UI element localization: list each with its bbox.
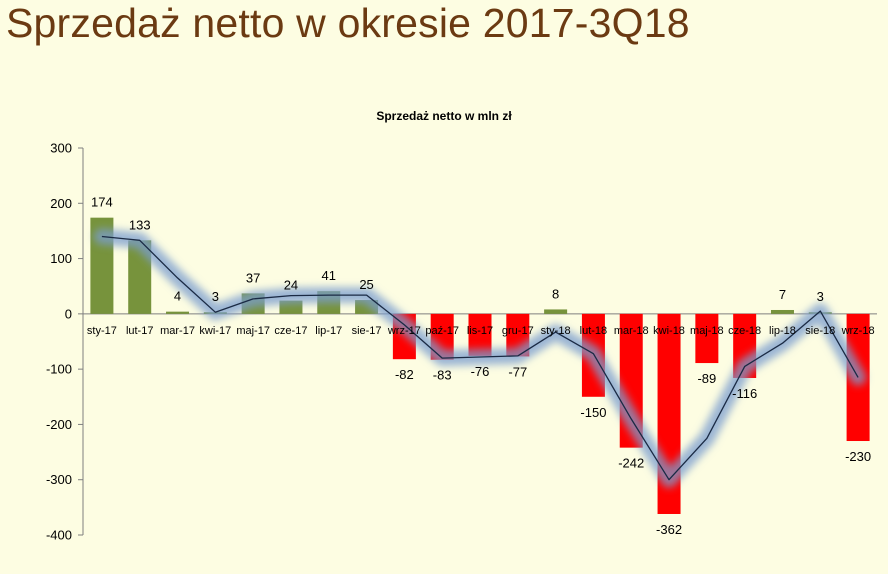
data-label-kwi-17: 3 bbox=[212, 289, 219, 304]
data-label-lip-17: 41 bbox=[322, 268, 336, 283]
category-label-sty-18: sty-18 bbox=[541, 325, 571, 337]
category-label-maj-17: maj-17 bbox=[236, 325, 270, 337]
trend-line-glow bbox=[93, 228, 867, 488]
data-label-mar-18: -242 bbox=[618, 456, 644, 471]
data-label-gru-17: -77 bbox=[508, 364, 527, 379]
category-label-lis-17: lis-17 bbox=[467, 325, 493, 337]
category-label-gru-17: gru-17 bbox=[502, 325, 534, 337]
data-label-kwi-18: -362 bbox=[656, 522, 682, 537]
page-title: Sprzedaż netto w okresie 2017-3Q18 bbox=[6, 0, 690, 46]
category-label-kwi-17: kwi-17 bbox=[199, 325, 231, 337]
trend-line bbox=[101, 235, 859, 481]
data-label-lut-18: -150 bbox=[580, 405, 606, 420]
category-label-sty-17: sty-17 bbox=[87, 325, 117, 337]
category-label-mar-18: mar-18 bbox=[614, 325, 649, 337]
category-label-cze-18: cze-18 bbox=[728, 325, 761, 337]
data-label-lis-17: -76 bbox=[471, 364, 490, 379]
data-label-sty-17: 174 bbox=[91, 195, 113, 210]
y-tick-label: -200 bbox=[46, 417, 72, 432]
bar-lis-17 bbox=[468, 313, 492, 356]
data-label-sie-18: 3 bbox=[817, 289, 824, 304]
data-label-maj-18: -89 bbox=[697, 371, 716, 386]
chart-title: Sprzedaż netto w mln zł bbox=[376, 109, 512, 123]
data-label-sie-17: 25 bbox=[359, 277, 373, 292]
data-label-wrz-17: -82 bbox=[395, 367, 414, 382]
category-label-lut-18: lut-18 bbox=[580, 325, 608, 337]
category-label-paź-17: paź-17 bbox=[425, 325, 459, 337]
data-label-lut-17: 133 bbox=[129, 217, 151, 232]
bar-mar-17 bbox=[166, 311, 190, 314]
data-label-paź-17: -83 bbox=[433, 368, 452, 383]
category-label-kwi-18: kwi-18 bbox=[653, 325, 685, 337]
data-label-cze-18: -116 bbox=[732, 386, 757, 401]
bar-lut-17 bbox=[128, 240, 152, 314]
category-label-mar-17: mar-17 bbox=[160, 325, 195, 337]
category-label-lip-17: lip-17 bbox=[315, 325, 342, 337]
bar-sty-18 bbox=[544, 309, 568, 314]
data-label-cze-17: 24 bbox=[284, 278, 298, 293]
data-label-lip-18: 7 bbox=[779, 287, 786, 302]
y-tick-label: -300 bbox=[46, 472, 72, 487]
y-tick-label: 200 bbox=[50, 196, 72, 211]
category-label-lut-17: lut-17 bbox=[126, 325, 154, 337]
data-label-wrz-18: -230 bbox=[845, 449, 871, 464]
data-label-maj-17: 37 bbox=[246, 270, 260, 285]
y-tick-label: 0 bbox=[65, 306, 72, 321]
bar-maj-18 bbox=[695, 313, 719, 364]
data-label-sty-18: 8 bbox=[552, 286, 559, 301]
category-label-sie-17: sie-17 bbox=[352, 325, 382, 337]
category-label-sie-18: sie-18 bbox=[805, 325, 835, 337]
category-label-lip-18: lip-18 bbox=[769, 325, 796, 337]
data-label-mar-17: 4 bbox=[174, 289, 181, 304]
category-label-wrz-17: wrz-17 bbox=[387, 325, 421, 337]
y-tick-label: -100 bbox=[46, 362, 72, 377]
y-tick-label: 100 bbox=[50, 251, 72, 266]
y-tick-label: 300 bbox=[50, 141, 72, 156]
category-label-maj-18: maj-18 bbox=[690, 325, 724, 337]
y-tick-label: -400 bbox=[46, 528, 72, 543]
category-label-wrz-18: wrz-18 bbox=[841, 325, 875, 337]
category-label-cze-17: cze-17 bbox=[274, 325, 307, 337]
bar-lip-18 bbox=[770, 309, 794, 314]
